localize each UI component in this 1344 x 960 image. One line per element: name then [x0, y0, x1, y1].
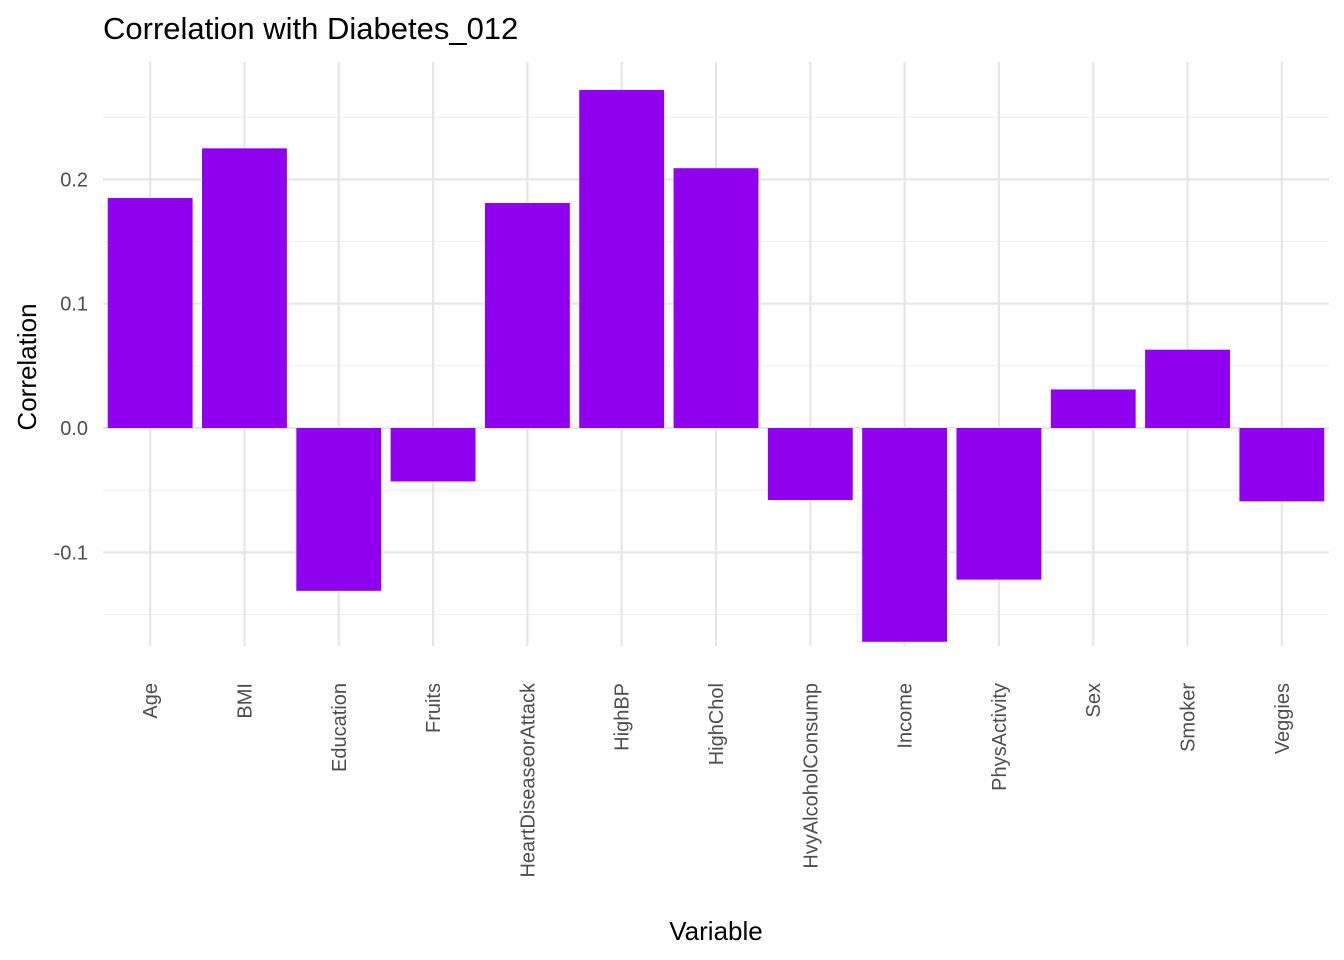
bar-veggies [1239, 428, 1325, 502]
bar-heartdiseaseorattack [484, 203, 570, 428]
bar-education [296, 428, 382, 591]
bar-sex [1050, 389, 1136, 428]
bar-smoker [1145, 349, 1230, 428]
x-tick-label: Veggies [1272, 683, 1294, 754]
x-tick-label: Smoker [1178, 683, 1200, 752]
bar-physactivity [956, 428, 1042, 580]
x-tick-label: Age [140, 683, 162, 719]
bar-highbp [579, 89, 665, 429]
y-tick-label: 0.2 [60, 169, 88, 191]
x-tick-label: Sex [1083, 683, 1105, 717]
x-tick-label: PhysActivity [989, 683, 1011, 791]
x-tick-label: HeartDiseaseorAttack [517, 682, 539, 878]
bar-age [107, 198, 193, 428]
bars [107, 89, 1325, 642]
x-tick-label: Income [895, 683, 917, 749]
bar-hvyalcoholconsump [767, 428, 853, 501]
bar-bmi [202, 148, 287, 428]
bar-fruits [390, 428, 476, 482]
y-tick-label: 0.1 [60, 294, 88, 316]
x-axis-title: Variable [669, 916, 762, 946]
x-tick-label: Fruits [423, 683, 445, 733]
bar-income [862, 428, 948, 642]
y-axis-title: Correlation [12, 303, 42, 430]
x-axis-tick-labels: Age BMI Education Fruits HeartDiseaseorAttac… [140, 682, 1294, 878]
x-tick-label: HighBP [612, 683, 634, 751]
y-tick-label: 0.0 [60, 418, 88, 440]
y-tick-label: -0.1 [54, 542, 88, 564]
x-tick-label: HvyAlcoholConsump [800, 683, 822, 869]
chart-title: Correlation with Diabetes_012 [103, 11, 518, 46]
x-tick-label: HighChol [706, 683, 728, 765]
bar-highchol [673, 168, 759, 428]
x-tick-label: BMI [234, 683, 256, 719]
x-tick-label: Education [329, 683, 351, 772]
y-axis-tick-labels: -0.1 0.0 0.1 0.2 [54, 169, 88, 564]
